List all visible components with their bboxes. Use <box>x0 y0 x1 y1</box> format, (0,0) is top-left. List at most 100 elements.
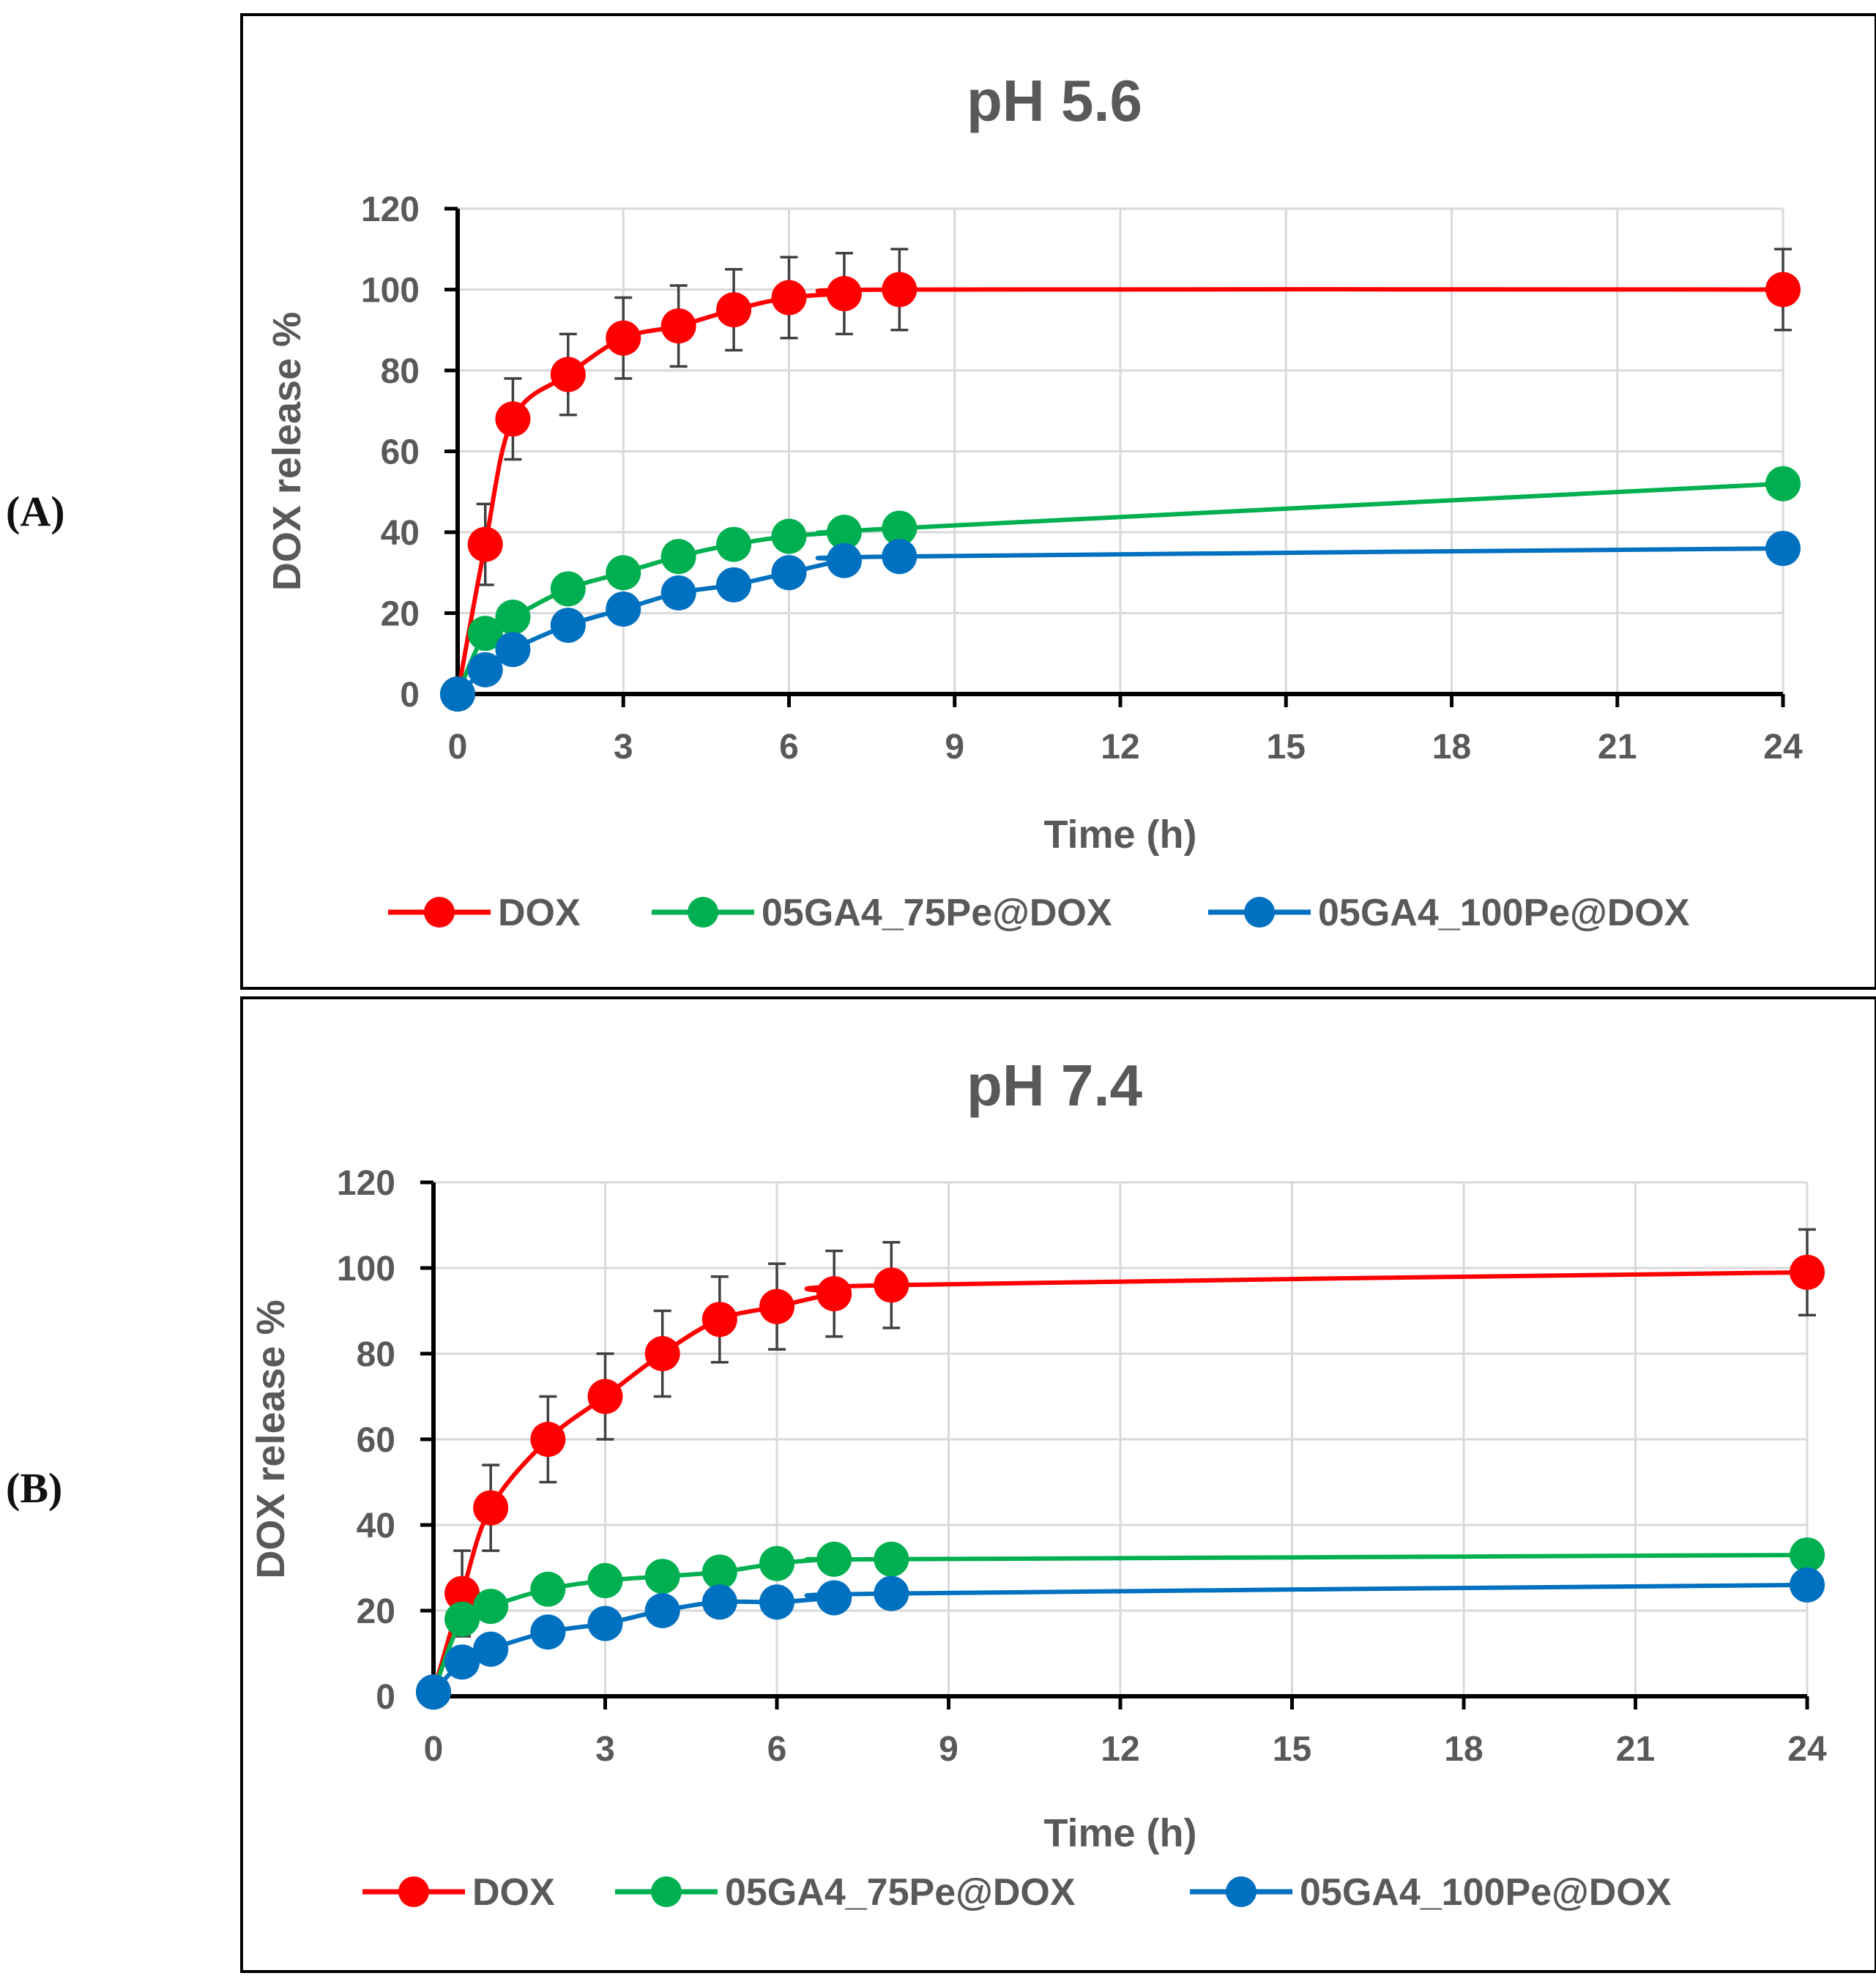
data-point-05ga4-100pe-dox <box>495 632 531 668</box>
data-point-dox <box>660 308 696 344</box>
data-point-05ga4-75pe-dox <box>473 1589 509 1625</box>
x-tick-label: 12 <box>1101 728 1139 767</box>
legend-marker-05ga4-100pe-dox <box>1244 897 1275 928</box>
data-point-05ga4-100pe-dox <box>716 567 752 603</box>
data-point-dox <box>467 526 503 562</box>
data-point-05ga4-100pe-dox <box>759 1584 794 1620</box>
x-tick-label: 9 <box>939 1730 959 1769</box>
data-point-05ga4-75pe-dox <box>587 1563 623 1599</box>
y-tick-label: 0 <box>400 676 420 715</box>
data-point-05ga4-75pe-dox <box>759 1545 794 1581</box>
chart-ph74: 0 20 40 60 80 100 120 0 3 6 9 12 15 18 21 24 DOX release… <box>249 1164 1827 1914</box>
panel-a-frame <box>240 13 1876 990</box>
x-tick-label: 12 <box>1101 1730 1139 1769</box>
data-point-05ga4-100pe-dox <box>550 608 586 644</box>
x-tick-label: 24 <box>1787 1730 1827 1769</box>
x-tick-label: 18 <box>1432 728 1471 767</box>
legend-label-05ga4-75pe-dox: 05GA4_75Pe@DOX <box>762 892 1112 934</box>
x-tick-label: 3 <box>595 1730 615 1769</box>
x-tick-label: 21 <box>1616 1730 1655 1769</box>
data-point-05ga4-100pe-dox <box>444 1644 480 1680</box>
data-point-05ga4-75pe-dox <box>495 600 531 635</box>
data-point-05ga4-100pe-dox <box>644 1593 680 1628</box>
legend-label-dox: DOX <box>472 1871 555 1914</box>
legend-label-05ga4-100pe-dox: 05GA4_100Pe@DOX <box>1318 892 1690 934</box>
data-point-05ga4-75pe-dox <box>660 539 696 575</box>
data-point-05ga4-100pe-dox <box>530 1614 566 1650</box>
data-point-05ga4-100pe-dox <box>473 1631 509 1667</box>
data-point-05ga4-75pe-dox <box>816 1541 852 1577</box>
legend-label-05ga4-75pe-dox: 05GA4_75Pe@DOX <box>725 1871 1076 1914</box>
legend-marker-dox <box>424 897 455 928</box>
data-point-dox <box>716 292 752 328</box>
chart-ph56: 0 20 40 60 80 100 120 0 3 6 9 12 15 18 21 24 DOX release… <box>265 190 1803 934</box>
legend-marker-05ga4-100pe-dox <box>1226 1876 1257 1907</box>
data-point-05ga4-100pe-dox <box>467 652 503 687</box>
chart-title-ph74: pH 7.4 <box>967 1053 1143 1118</box>
x-tick-label: 3 <box>614 728 633 767</box>
data-point-05ga4-100pe-dox <box>1765 531 1801 567</box>
y-tick-label: 80 <box>381 352 420 391</box>
panel-label-a: (A) <box>6 488 65 535</box>
data-point-dox <box>473 1490 509 1526</box>
y-tick-label: 80 <box>357 1335 395 1374</box>
data-point-05ga4-100pe-dox <box>587 1606 623 1641</box>
x-tick-label: 0 <box>424 1730 444 1769</box>
data-point-05ga4-100pe-dox <box>606 591 641 627</box>
panel-label-b: (B) <box>6 1464 62 1512</box>
y-tick-label: 40 <box>381 514 420 553</box>
data-point-05ga4-75pe-dox <box>644 1559 680 1595</box>
y-tick-label: 60 <box>381 433 420 472</box>
data-point-dox <box>530 1422 566 1457</box>
x-tick-label: 15 <box>1273 1730 1311 1769</box>
data-point-dox <box>1765 272 1801 307</box>
data-point-05ga4-100pe-dox <box>874 1575 909 1611</box>
data-point-05ga4-75pe-dox <box>716 526 752 562</box>
data-point-dox <box>701 1302 737 1338</box>
data-point-05ga4-75pe-dox <box>606 555 641 591</box>
x-tick-label: 0 <box>448 728 468 767</box>
y-tick-label: 0 <box>376 1678 395 1717</box>
y-tick-label: 100 <box>361 272 420 310</box>
x-axis-title: Time (h) <box>1043 1811 1196 1855</box>
x-tick-label: 6 <box>767 1730 787 1769</box>
data-point-05ga4-100pe-dox <box>771 555 807 591</box>
legend-label-05ga4-100pe-dox: 05GA4_100Pe@DOX <box>1300 1871 1672 1914</box>
y-tick-label: 20 <box>381 595 420 634</box>
x-axis-title: Time (h) <box>1043 813 1196 857</box>
x-tick-label: 6 <box>779 728 799 767</box>
data-point-05ga4-100pe-dox <box>660 575 696 611</box>
data-point-05ga4-75pe-dox <box>550 571 586 607</box>
data-point-05ga4-75pe-dox <box>826 515 862 550</box>
data-point-05ga4-100pe-dox <box>816 1580 852 1616</box>
data-point-05ga4-75pe-dox <box>771 518 807 554</box>
legend-marker-05ga4-75pe-dox <box>688 897 718 928</box>
x-tick-label: 24 <box>1763 728 1803 767</box>
x-tick-label: 15 <box>1267 728 1306 767</box>
y-tick-label: 100 <box>337 1250 395 1289</box>
data-point-dox <box>495 401 531 437</box>
data-point-dox <box>874 1267 909 1303</box>
data-point-05ga4-75pe-dox <box>882 510 917 546</box>
data-point-dox <box>816 1276 852 1312</box>
y-tick-label: 120 <box>361 190 420 229</box>
data-point-dox <box>587 1379 623 1414</box>
data-point-dox <box>826 276 862 312</box>
data-point-05ga4-100pe-dox <box>882 539 917 575</box>
data-point-05ga4-100pe-dox <box>416 1674 451 1710</box>
data-point-05ga4-75pe-dox <box>1790 1537 1825 1573</box>
y-axis-title: DOX release % <box>265 312 309 591</box>
data-point-05ga4-100pe-dox <box>701 1584 737 1620</box>
y-tick-label: 20 <box>357 1592 395 1631</box>
data-point-05ga4-100pe-dox <box>1790 1567 1825 1603</box>
data-point-dox <box>771 280 807 316</box>
data-point-dox <box>606 320 641 356</box>
x-tick-label: 18 <box>1444 1730 1483 1769</box>
data-point-05ga4-75pe-dox <box>701 1554 737 1590</box>
legend-label-dox: DOX <box>498 892 581 934</box>
data-point-dox <box>759 1289 794 1324</box>
y-axis-title: DOX release % <box>249 1299 293 1578</box>
x-tick-label: 9 <box>945 728 964 767</box>
